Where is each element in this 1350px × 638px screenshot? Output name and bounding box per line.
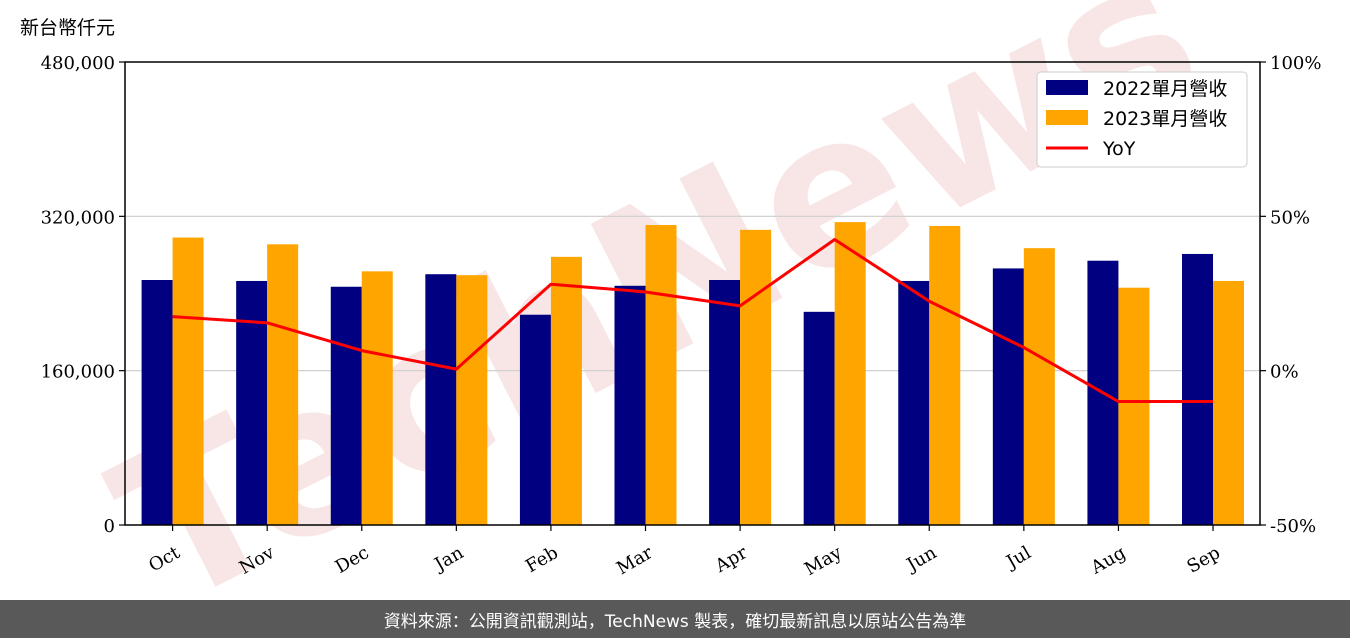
bar-2022-mar [614, 285, 646, 525]
legend-label-yoy: YoY [1102, 138, 1136, 160]
plot-frame [124, 61, 1261, 526]
bar-2023-jun [929, 225, 961, 525]
bar-2023-may [834, 222, 866, 525]
legend-swatch-2022 [1046, 80, 1088, 95]
legend-box [1036, 71, 1248, 168]
footer-text: 資料來源：公開資訊觀測站，TechNews 製表，確切最新訊息以原站公告為準 [383, 611, 967, 632]
x-label-apr: Apr [711, 542, 751, 577]
y-left-tick-label: 0 [104, 516, 115, 537]
bar-2023-nov [267, 244, 299, 525]
x-label-feb: Feb [522, 542, 562, 577]
y-axis-right: -50% 0% 50% 100% [1260, 53, 1321, 537]
bar-2022-feb [519, 314, 551, 525]
bar-2022-nov [236, 280, 268, 525]
bar-2023-sep [1213, 280, 1245, 525]
bar-2023-jul [1023, 248, 1055, 525]
bar-2023-mar [645, 225, 677, 525]
x-label-jul: Jul [1001, 542, 1035, 574]
bar-2023-feb [550, 256, 582, 525]
bar-2023-dec [361, 271, 393, 525]
legend-label-2022: 2022單月營收 [1103, 78, 1227, 100]
bar-2022-oct [141, 279, 173, 525]
yoy-line [172, 237, 1214, 404]
bar-2022-dec [330, 286, 362, 525]
unit-label: 新台幣仟元 [20, 17, 115, 39]
bar-2023-oct [172, 237, 204, 525]
bar-2022-jun [898, 280, 930, 525]
bar-2023-jan [456, 275, 488, 525]
y-axis-left: 0 160,000 320,000 480,000 [41, 53, 125, 537]
legend: 2022單月營收 2023單月營收 YoY [1036, 71, 1248, 168]
y-right-tick-label: -50% [1270, 516, 1316, 537]
bar-2022-jan [425, 274, 457, 525]
bar-2022-apr [709, 279, 741, 525]
bar-2022-sep [1182, 253, 1214, 525]
y-right-tick-label: 100% [1270, 53, 1321, 74]
x-label-jan: Jan [429, 542, 467, 576]
x-label-aug: Aug [1087, 542, 1130, 579]
bar-2023-apr [740, 229, 772, 525]
y-left-tick-label: 480,000 [41, 53, 115, 74]
footer-source: 資料來源：公開資訊觀測站，TechNews 製表，確切最新訊息以原站公告為準 [0, 600, 1350, 638]
legend-swatch-2023 [1046, 110, 1088, 125]
y-right-tick-label: 0% [1270, 362, 1299, 383]
legend-label-2023: 2023單月營收 [1103, 108, 1227, 130]
y-left-tick-label: 160,000 [41, 362, 115, 383]
bar-2023-aug [1118, 287, 1150, 525]
x-label-mar: Mar [613, 542, 657, 579]
bar-2022-jul [992, 268, 1024, 525]
bar-2022-may [803, 311, 835, 525]
y-right-tick-label: 50% [1270, 207, 1310, 228]
y-left-tick-label: 320,000 [41, 207, 115, 228]
grid-lines [125, 215, 1260, 372]
x-label-sep: Sep [1184, 542, 1224, 577]
x-label-jun: Jun [902, 542, 941, 577]
x-label-may: May [801, 542, 846, 580]
